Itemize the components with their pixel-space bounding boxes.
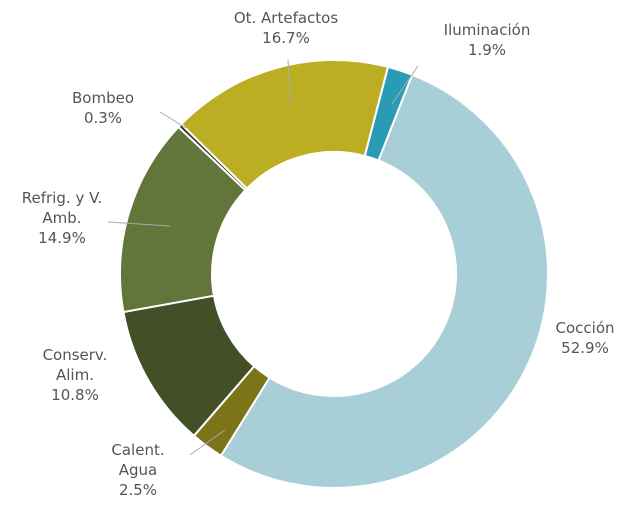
value-label: 52.9% [561, 339, 609, 357]
leader-line [287, 59, 292, 109]
value-label: 0.3% [83, 109, 123, 127]
donut-slice [179, 59, 390, 190]
slice-label: Refrig. y V. Amb. 14.9% [7, 188, 117, 248]
slice-label: Cocción 52.9% [540, 318, 619, 358]
leader-line [107, 221, 171, 227]
category-name: Cocción [555, 319, 615, 337]
leader-line [189, 429, 226, 456]
value-label: 1.9% [467, 41, 507, 59]
slice-label: Iluminación 1.9% [432, 20, 542, 60]
category-name: Iluminación [443, 21, 531, 39]
slice-label: Conserv. Alim. 10.8% [30, 345, 120, 405]
category-name: Calent. Agua [111, 441, 165, 479]
donut-slice [219, 73, 549, 489]
value-label: 16.7% [262, 29, 310, 47]
slice-label: Ot. Artefactos 16.7% [206, 8, 366, 48]
category-name: Conserv. Alim. [42, 346, 108, 384]
value-label: 14.9% [38, 229, 86, 247]
value-label: 2.5% [118, 481, 158, 499]
leader-line [159, 111, 187, 129]
value-label: 10.8% [51, 386, 99, 404]
category-name: Ot. Artefactos [233, 9, 339, 27]
leader-line [391, 65, 419, 105]
slice-label: Bombeo 0.3% [58, 88, 148, 128]
category-name: Bombeo [71, 89, 134, 107]
category-name: Refrig. y V. Amb. [21, 189, 103, 227]
slice-label: Calent. Agua 2.5% [103, 440, 173, 500]
